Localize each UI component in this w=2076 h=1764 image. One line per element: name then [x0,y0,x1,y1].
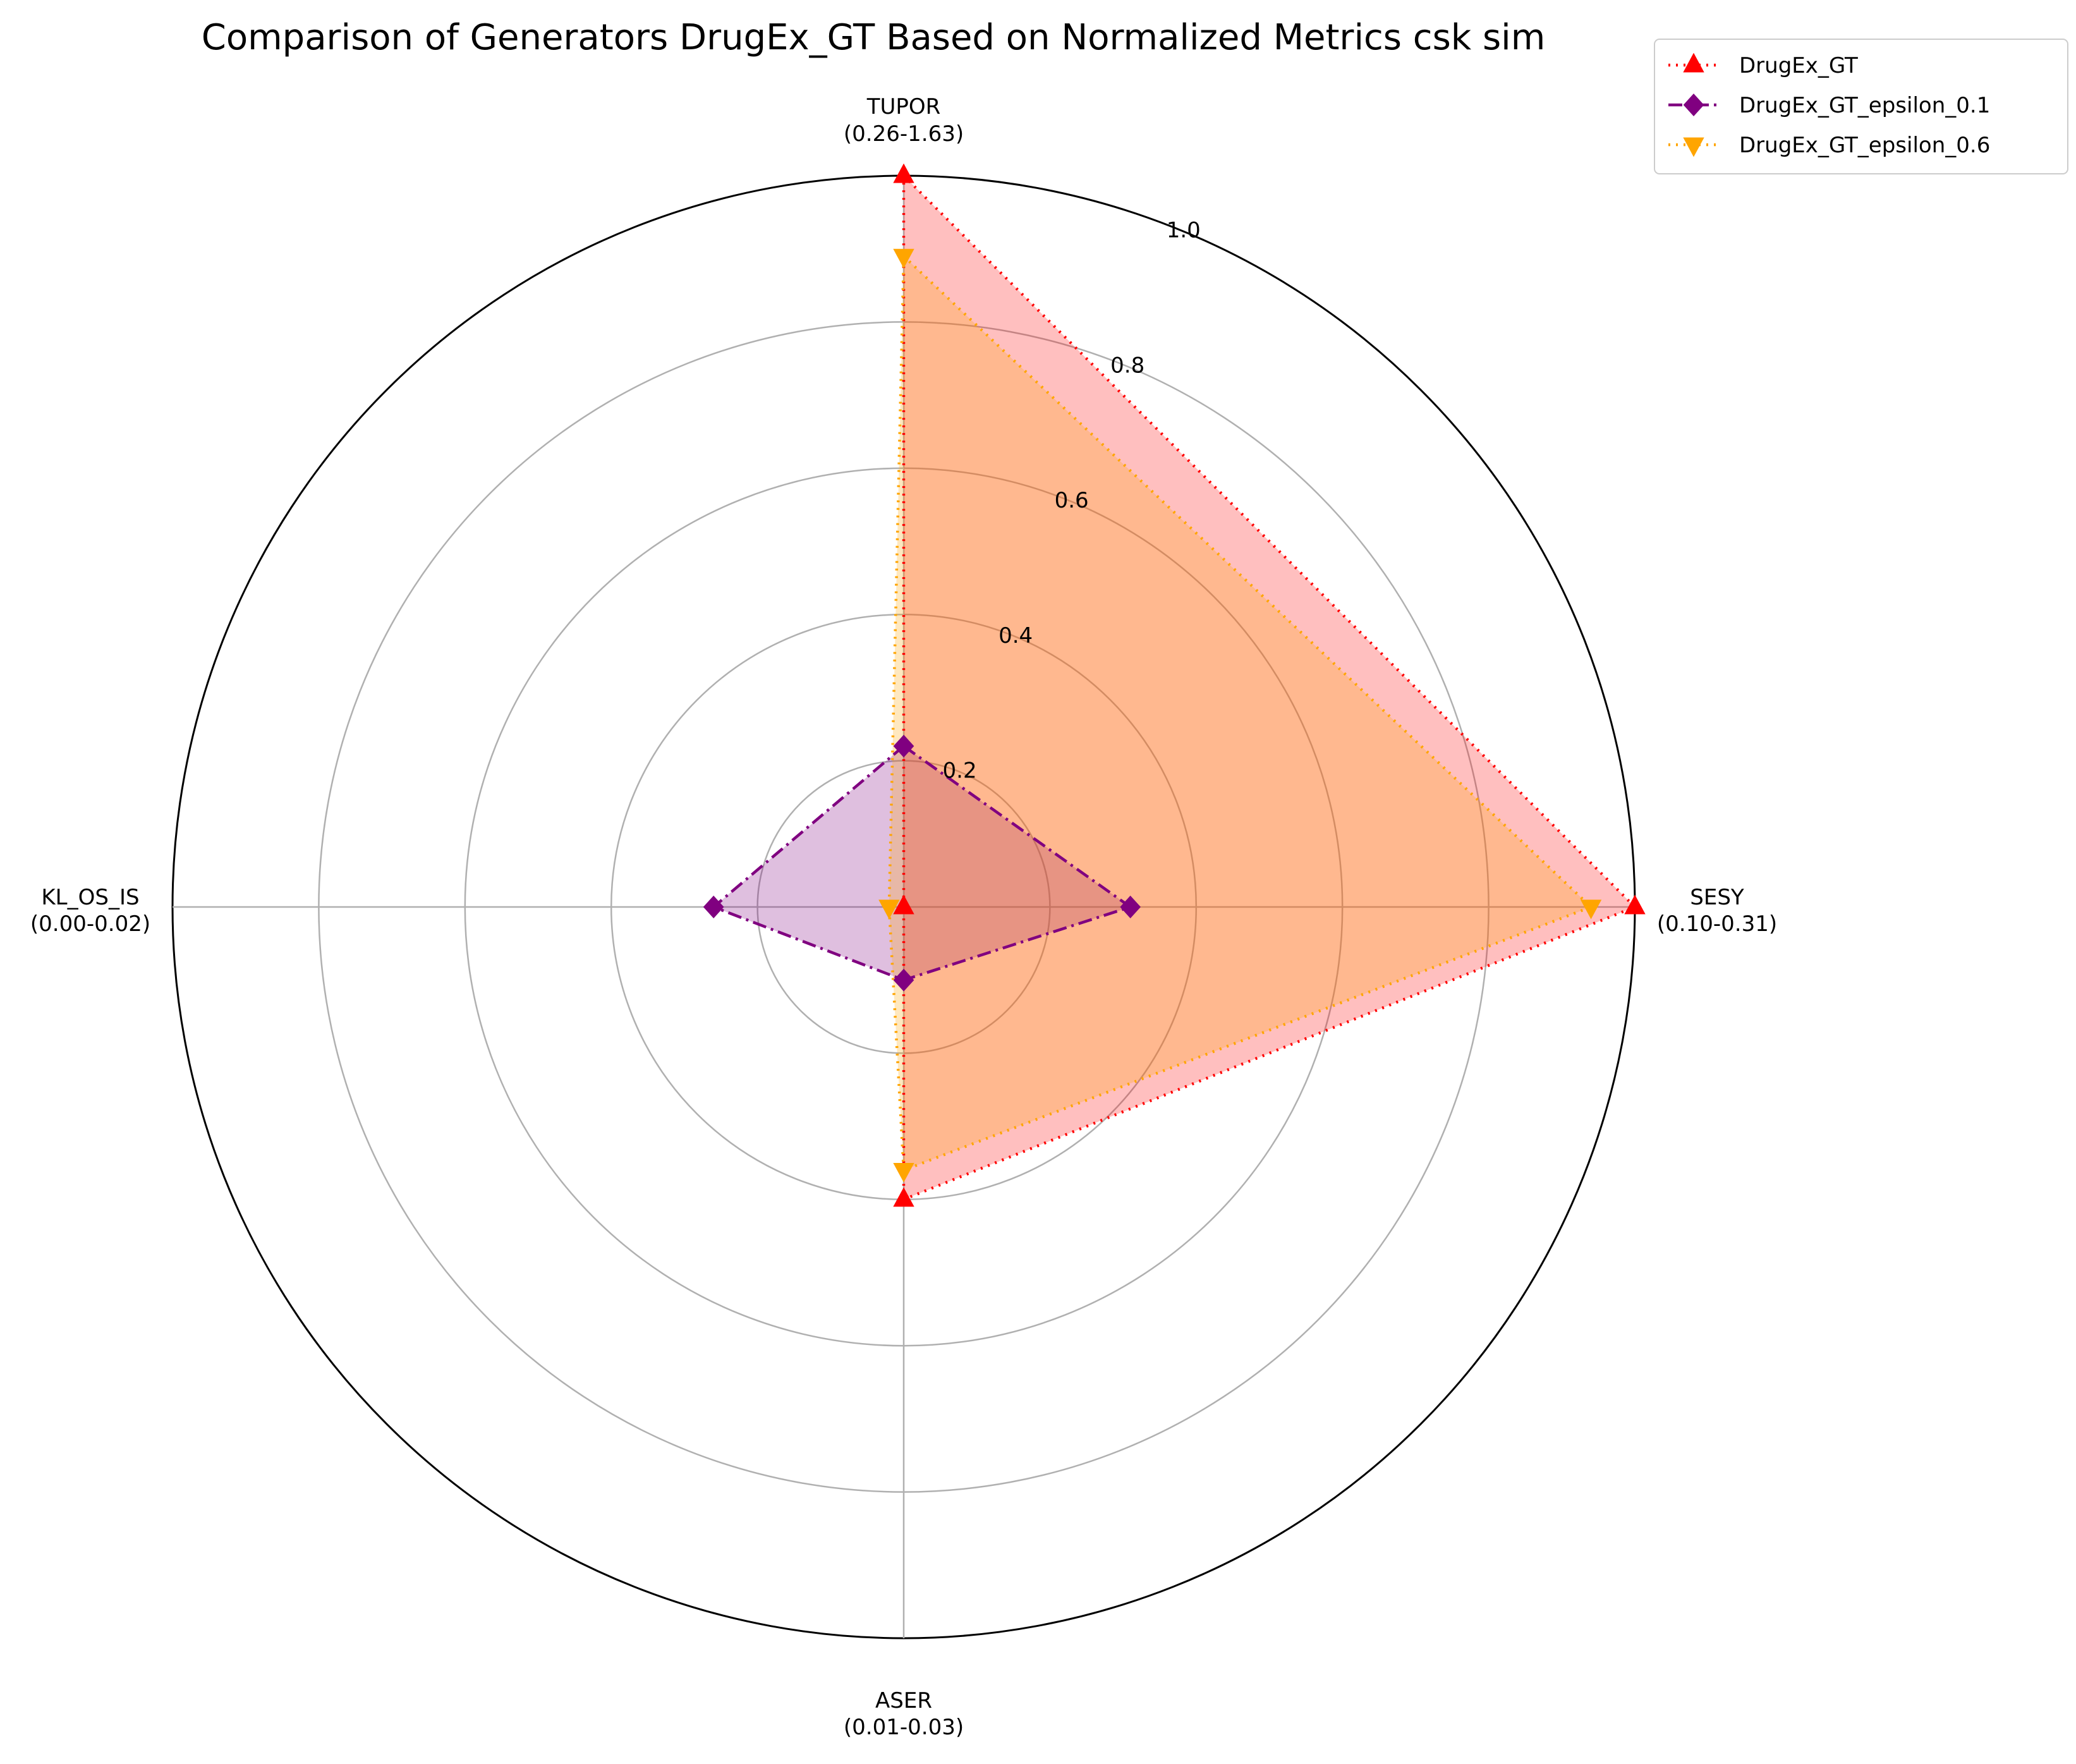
rtick-label: 0.6 [1055,488,1089,513]
series-marker [1624,894,1646,915]
axis-label-range: (0.26-1.63) [844,121,964,147]
series-markers [703,163,1646,1207]
series-fills [713,176,1635,1200]
series-marker [893,1163,914,1183]
legend-label: DrugEx_GT_epsilon_0.1 [1739,93,1990,118]
series-marker [1683,52,1704,73]
chart-title: Comparison of Generators DrugEx_GT Based… [202,17,1546,58]
axis-label-range: (0.01-0.03) [844,1715,964,1740]
series-marker [893,163,914,183]
series-marker [703,896,724,918]
axis-label-name: TUPOR [866,94,941,119]
series-fill [713,746,1131,980]
series-marker [1683,137,1704,157]
series-marker [893,894,914,915]
axis-label-range: (0.00-0.02) [30,911,150,937]
series-fill [904,176,1635,1200]
series-marker [1683,94,1704,116]
legend: DrugEx_GT DrugEx_GT_epsilon_0.1 DrugEx_GT_… [1654,39,2068,174]
axis-labels: TUPOR(0.26-1.63) SESY(0.10-0.31) ASER(0.01… [30,94,1777,1740]
legend-label: DrugEx_GT_epsilon_0.6 [1739,133,1990,158]
rtick-label: 0.2 [943,758,977,784]
axis-label-range: (0.10-0.31) [1657,911,1777,937]
series-marker [893,734,914,758]
radial-tick-labels: 0.2 0.4 0.6 0.8 1.0 [943,218,1201,784]
legend-label: DrugEx_GT [1739,53,1858,78]
axis-label-name: KL_OS_IS [41,885,139,910]
series-marker [1580,899,1602,920]
rtick-label: 0.4 [999,623,1033,648]
series-marker [893,968,914,992]
series-marker [893,248,914,269]
legend-frame [1654,39,2068,174]
series-marker [1120,896,1141,918]
rtick-label: 0.8 [1110,353,1144,378]
rtick-label: 1.0 [1167,218,1201,243]
series-fill [889,256,1591,1171]
series-marker [878,899,900,920]
axis-label-name: SESY [1690,885,1744,910]
axis-label-name: ASER [875,1688,932,1713]
series-line [887,255,1593,1172]
series-marker [893,1187,914,1207]
